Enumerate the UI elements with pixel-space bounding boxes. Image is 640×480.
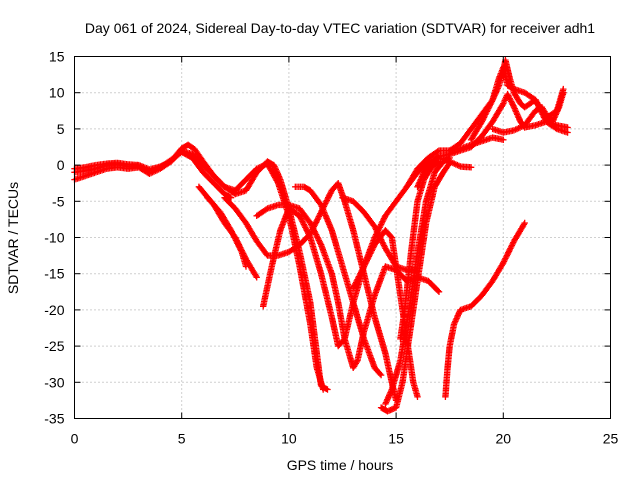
chart-title: Day 061 of 2024, Sidereal Day-to-day VTE…: [85, 20, 595, 36]
y-tick-label: -35: [44, 411, 64, 427]
series-group: [71, 56, 571, 415]
data-series-7: [253, 201, 443, 371]
axis-ticks: [74, 56, 611, 419]
data-series-20: [442, 219, 528, 400]
y-tick-label: -20: [44, 302, 64, 318]
x-tick-label: 0: [71, 431, 79, 447]
x-tick-label: 20: [496, 431, 512, 447]
data-series-1: [71, 141, 331, 393]
x-tick-label: 15: [388, 431, 404, 447]
y-tick-label: 0: [57, 157, 65, 173]
data-series-19: [489, 89, 567, 136]
x-tick-label: 10: [281, 431, 297, 447]
data-series-12: [377, 159, 453, 415]
y-tick-label: -5: [52, 193, 65, 209]
data-series-5: [204, 194, 250, 270]
y-axis-label: SDTVAR / TECUs: [5, 182, 21, 294]
y-tick-labels: -35 -30 -25 -20 -15 -10 -5 0 5 10 15: [44, 49, 64, 427]
x-tick-label: 5: [178, 431, 186, 447]
data-series-14: [397, 158, 443, 343]
y-tick-label: 10: [49, 85, 65, 101]
grid-lines: [74, 56, 611, 419]
x-tick-labels: 0 5 10 15 20 25: [71, 431, 619, 447]
y-tick-label: -10: [44, 230, 64, 246]
x-tick-label: 25: [603, 431, 619, 447]
y-tick-label: -30: [44, 374, 64, 390]
y-tick-label: 15: [49, 49, 65, 65]
y-tick-label: -25: [44, 338, 64, 354]
x-axis-label: GPS time / hours: [287, 457, 394, 473]
data-series-8: [292, 183, 385, 379]
y-tick-label: -15: [44, 266, 64, 282]
y-tick-label: 5: [57, 121, 65, 137]
data-series-13: [382, 154, 453, 408]
